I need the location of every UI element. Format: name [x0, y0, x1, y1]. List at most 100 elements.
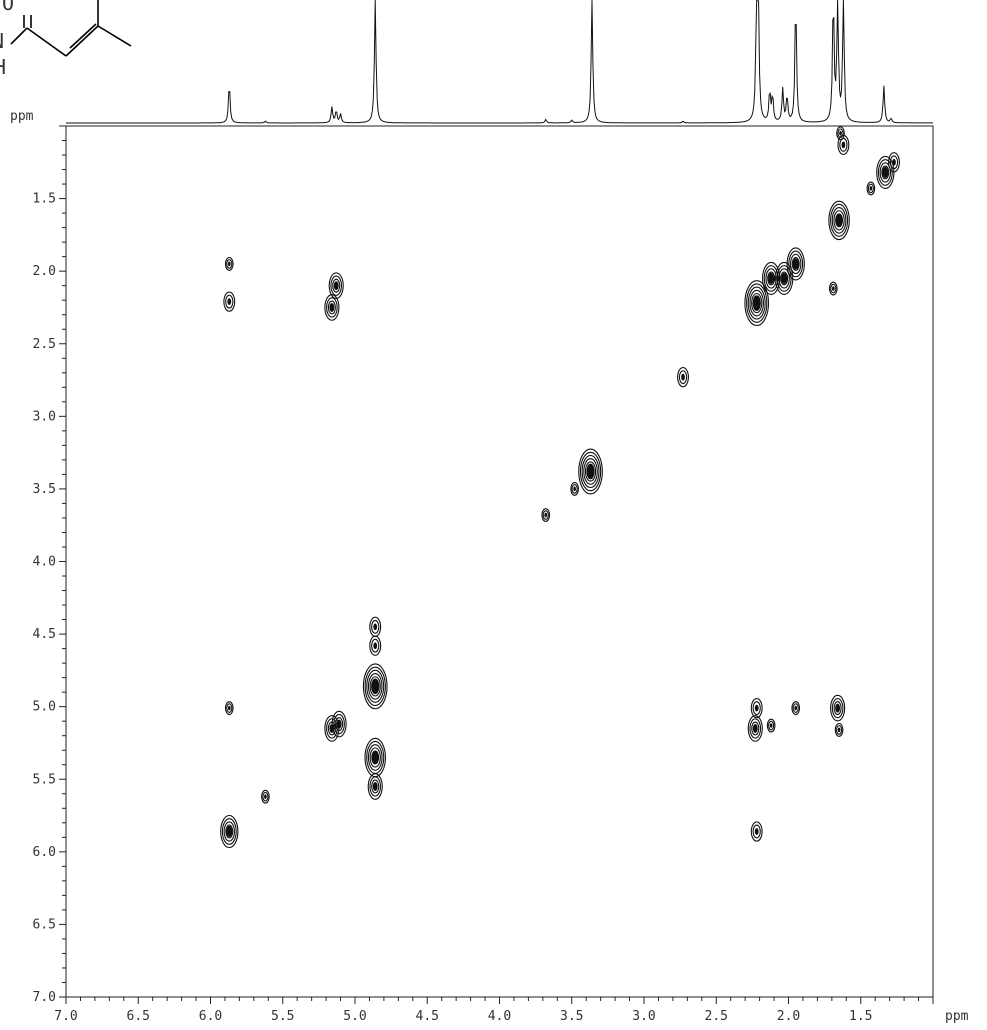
cross-peak-contour: [752, 824, 761, 839]
cross-peak-contour: [324, 294, 340, 321]
y-tick-label: 6.0: [33, 845, 56, 860]
cross-peak: [876, 155, 895, 190]
cross-peak-contour: [768, 720, 775, 731]
cross-peak-core: [794, 705, 798, 711]
cross-peak-contour: [876, 155, 895, 190]
cross-peak-contour: [867, 183, 874, 194]
cross-peak: [866, 181, 876, 196]
cross-peak-core: [835, 703, 841, 713]
cross-peak-contour: [830, 694, 846, 722]
cross-peak-contour: [579, 451, 602, 492]
cross-peak-core: [227, 705, 231, 711]
cross-peak-contour: [765, 268, 777, 289]
cross-peak: [888, 152, 900, 173]
y-tick-label: 5.0: [33, 700, 56, 715]
cross-peak-contour: [791, 256, 800, 271]
cross-peak: [836, 126, 845, 141]
molecule-bond: [65, 25, 99, 57]
cross-peak-contour: [831, 207, 847, 234]
cross-peak-contour: [879, 162, 892, 183]
cross-peak: [224, 701, 234, 716]
y-tick-label: 1.5: [33, 192, 56, 207]
cross-peak-contour: [833, 210, 845, 231]
cross-peak-contour: [835, 725, 843, 735]
cross-peak: [570, 481, 579, 496]
cross-peak-contour: [747, 286, 766, 320]
cross-peak-core: [371, 750, 379, 765]
cross-peak-contour: [584, 461, 597, 482]
x-tick-label: 2.0: [777, 1009, 800, 1024]
y-tick-label: 5.5: [33, 772, 56, 787]
cross-peak-core: [882, 166, 889, 179]
cross-peak-contour: [750, 697, 763, 719]
cross-peak-contour: [831, 697, 844, 719]
y-tick-label: 7.0: [33, 990, 56, 1005]
cross-peak-contour: [751, 292, 763, 314]
cross-peak-contour: [762, 261, 781, 295]
cross-peak: [224, 256, 234, 271]
cross-peak: [223, 291, 236, 312]
cross-peak-contour: [836, 126, 845, 141]
cross-peak-contour: [578, 448, 603, 495]
cross-peak: [750, 821, 763, 842]
cross-peak-contour: [766, 718, 776, 733]
cross-peak-core: [227, 298, 232, 306]
cross-peak-core: [373, 623, 378, 631]
cross-peak-contour: [333, 713, 345, 735]
y-tick-label: 2.5: [33, 337, 56, 352]
cross-peak-contour: [371, 779, 380, 794]
cross-peak-contour: [366, 669, 385, 703]
cross-peak-core: [329, 302, 335, 312]
x-tick-label: 6.0: [199, 1009, 222, 1024]
cross-peak-contour: [888, 152, 900, 173]
cross-peak-core: [892, 158, 896, 166]
molecule-bond: [69, 23, 97, 49]
cross-peak-core: [769, 723, 773, 728]
projection-axis-label: ppm: [10, 109, 34, 124]
y-tick-label: 3.5: [33, 482, 56, 497]
cross-peak-contour: [751, 721, 760, 736]
cross-peak-core: [752, 723, 758, 733]
molecule-structure: O N H: [0, 0, 132, 79]
cross-peak-contour: [367, 744, 383, 771]
cross-peak: [837, 134, 850, 156]
cross-peak-contour: [881, 165, 890, 180]
cross-peak: [578, 448, 603, 495]
cross-peak-contour: [542, 510, 549, 520]
cross-peak-contour: [571, 484, 578, 494]
cross-peak-contour: [327, 300, 336, 315]
cross-peak-contour: [791, 701, 801, 716]
cross-peak-core: [792, 258, 799, 270]
cross-peak-contour: [747, 715, 763, 742]
x-tick-label: 5.5: [271, 1009, 294, 1024]
molecule-bond: [10, 27, 28, 45]
cross-peak-contour: [866, 181, 876, 196]
cross-peak-contour: [226, 259, 233, 269]
cross-peak-contour: [335, 717, 344, 732]
cross-peak-contour: [224, 256, 234, 271]
x-tick-label: 3.0: [632, 1009, 655, 1024]
cross-peak-contour: [369, 776, 382, 797]
x-tick-label: 2.5: [705, 1009, 728, 1024]
x-tick-label: 6.5: [127, 1009, 150, 1024]
cross-peak: [541, 508, 551, 522]
cross-peak: [324, 294, 340, 321]
cross-peak: [750, 697, 763, 719]
cross-peak-contour: [223, 821, 235, 842]
cross-peak: [331, 710, 347, 738]
cross-peak-core: [837, 727, 841, 733]
cross-peak-contour: [367, 773, 383, 800]
cross-peak-contour: [839, 137, 848, 152]
cross-peak-core: [227, 261, 231, 267]
y-tick-label: 4.5: [33, 627, 56, 642]
cross-peak-core: [839, 131, 842, 136]
cross-peak-core: [264, 794, 267, 799]
cross-peak-contour: [225, 294, 234, 309]
cross-peak-contour: [570, 481, 579, 496]
cross-peaks: [220, 126, 900, 849]
cross-peak-contour: [326, 297, 338, 318]
cross-peak-contour: [226, 703, 233, 713]
y-axis-ticks: 1.5 2.0 2.5 3.0 3.5 4.0 4.5 5.0 5.5 6.0 6.5 7.0: [33, 125, 66, 1005]
cross-peak-contour: [828, 200, 850, 241]
cross-peak-contour: [788, 250, 804, 278]
